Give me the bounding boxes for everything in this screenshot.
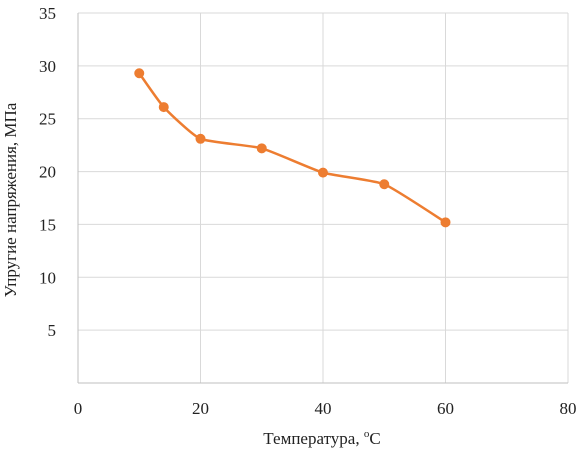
series-line (138, 72, 447, 224)
x-tick-label: 0 (74, 399, 83, 418)
x-tick-label: 60 (437, 399, 454, 418)
data-point (256, 143, 267, 154)
data-point (195, 133, 206, 144)
x-tick-label: 40 (315, 399, 332, 418)
y-tick-label: 10 (39, 268, 56, 287)
gridlines (78, 12, 569, 383)
y-tick-label: 35 (39, 4, 56, 23)
y-tick-label: 15 (39, 215, 56, 234)
x-axis-title-unit: С (369, 429, 380, 448)
y-tick-label: 30 (39, 57, 56, 76)
data-point (134, 68, 145, 79)
x-axis-title-superscript: о (364, 428, 370, 440)
x-tick-label: 80 (560, 399, 577, 418)
y-tick-label: 5 (48, 321, 57, 340)
data-point (318, 167, 328, 178)
y-tick-label: 25 (39, 110, 56, 129)
y-tick-label: 20 (39, 163, 56, 182)
plot-area (134, 68, 451, 228)
x-axis-title-main: Температура, (263, 429, 364, 448)
tick-labels: 5 10 15 20 25 30 35 0 20 40 60 80 (39, 4, 577, 418)
x-axis-title: Температура, оС (263, 428, 380, 448)
axes (77, 13, 568, 384)
data-point (440, 217, 451, 228)
data-point (158, 102, 169, 113)
x-tick-label: 20 (192, 399, 209, 418)
data-point (379, 179, 390, 190)
y-axis-title: Упругие напряжения, МПа (1, 102, 20, 297)
